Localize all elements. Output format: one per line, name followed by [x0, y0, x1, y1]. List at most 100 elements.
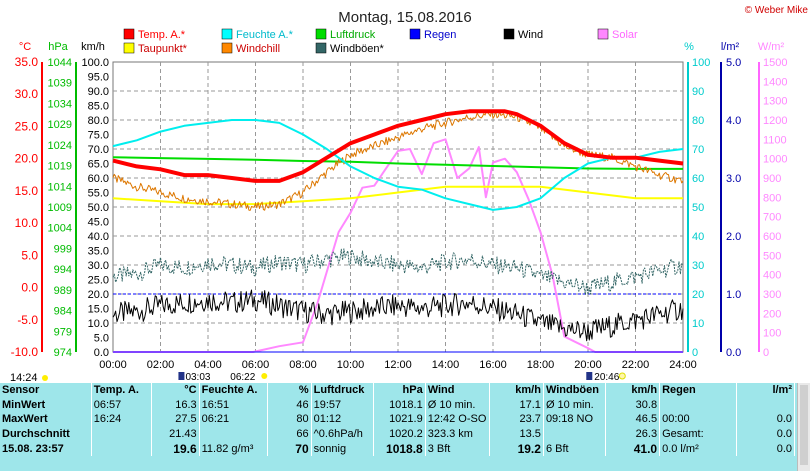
x-tick-label: 20:00 — [574, 359, 602, 371]
axis-title: km/h — [81, 41, 105, 53]
series-line-gusts — [112, 248, 684, 296]
tick-label: 40.0 — [88, 231, 109, 243]
sunrise-icon — [261, 373, 268, 379]
table-row: Durchschnitt 21.43 66 ^0.6hPa/h 1020.2 323.3 … — [0, 426, 796, 442]
legend-label: Temp. A.* — [138, 29, 186, 41]
series-line-windchill — [112, 109, 684, 211]
tick-label: 800 — [763, 192, 781, 204]
tick-label: 900 — [763, 173, 781, 185]
tick-label: -10.0 — [11, 345, 39, 359]
table-cell: MinWert — [0, 397, 92, 413]
tick-label: 35.0 — [88, 246, 109, 258]
table-cell: Wind — [425, 383, 491, 398]
chart-series — [112, 109, 684, 353]
table-cell — [199, 426, 269, 442]
tick-label: 100 — [763, 328, 781, 340]
tick-label: 5.0 — [726, 57, 741, 69]
series-line-wind — [112, 289, 684, 342]
table-cell: 21.43 — [151, 426, 200, 442]
axis-title: °C — [19, 41, 31, 53]
tick-label: 500 — [763, 250, 781, 262]
table-cell: 06:57 — [91, 397, 152, 413]
series-line-temp — [112, 109, 684, 183]
table-cell: Gesamt: — [659, 426, 737, 442]
table-cell: hPa — [373, 383, 426, 398]
tick-label: 30.0 — [88, 260, 109, 272]
weather-chart: Montag, 15.08.2016 © Weber Mike Temp. A.… — [10, 5, 809, 383]
tick-label: 1014 — [48, 181, 72, 193]
table-cell — [91, 426, 152, 442]
scrollbar-thumb[interactable] — [800, 385, 808, 465]
axis-title: hPa — [48, 41, 68, 53]
tick-label: 300 — [763, 289, 781, 301]
tick-label: 0.0 — [21, 281, 38, 295]
tick-label: 1019 — [48, 161, 72, 173]
tick-label: 30 — [692, 260, 704, 272]
tick-label: 25.0 — [88, 275, 109, 287]
tick-label: 20 — [692, 289, 704, 301]
tick-label: 974 — [54, 347, 72, 359]
x-tick-label: 22:00 — [622, 359, 650, 371]
tick-label: 45.0 — [88, 217, 109, 229]
table-cell: 13.5 — [489, 426, 544, 442]
table-cell: 16.3 — [151, 397, 200, 413]
tick-label: 5.0 — [94, 333, 109, 345]
table-cell: Temp. A. — [91, 383, 152, 398]
sunrise-label: 06:22 — [230, 372, 255, 383]
left-time-label: 14:24 — [10, 372, 38, 383]
table-cell: l/m² — [736, 383, 796, 398]
copyright-label: © Weber Mike — [745, 5, 809, 16]
tick-label: 80 — [692, 115, 704, 127]
table-cell: 3 Bft — [425, 441, 491, 456]
legend-swatch — [315, 42, 327, 54]
series-line-dewpoint — [112, 185, 683, 206]
table-cell: Ø 10 min. — [543, 397, 607, 413]
x-tick-label: 10:00 — [337, 359, 365, 371]
table-cell: Feuchte A. — [199, 383, 269, 398]
tick-label: 1029 — [48, 119, 72, 131]
table-cell: 15.08. 23:57 — [0, 441, 92, 456]
legend-label: Regen — [424, 29, 456, 41]
series-line-solar — [113, 138, 683, 353]
legend-swatch — [123, 28, 135, 40]
table-cell: Sensor — [0, 383, 92, 398]
table-cell: 00:00 — [659, 412, 737, 427]
tick-label: 20.0 — [88, 289, 109, 301]
tick-label: 80.0 — [88, 115, 109, 127]
legend-label: Solar — [612, 29, 638, 41]
legend-swatch — [315, 28, 327, 40]
x-tick-label: 18:00 — [527, 359, 555, 371]
stats-panel: Sensor Temp. A. °C Feuchte A.% Luftdruck hPa W… — [0, 383, 810, 471]
legend-swatch — [221, 42, 233, 54]
table-cell: sonnig — [311, 441, 374, 456]
table-header-row: Sensor Temp. A. °C Feuchte A.% Luftdruck hPa W… — [0, 383, 796, 398]
tick-label: 50.0 — [88, 202, 109, 214]
scrollbar[interactable] — [797, 383, 810, 471]
table-cell: 27.5 — [151, 412, 200, 427]
table-cell: 6 Bft — [543, 441, 607, 456]
legend-label: Windchill — [236, 43, 280, 55]
legend-swatch — [503, 28, 515, 40]
table-cell: 0.0 — [736, 426, 796, 442]
chart-axes: 35.0 30.0 25.0 20.0 15.0 10.0 5.0 0.0 -5.0 -10.0 1… — [11, 55, 788, 371]
table-cell: 17.1 — [489, 397, 544, 413]
tick-label: 10.0 — [88, 318, 109, 330]
tick-label: 994 — [54, 264, 72, 276]
sun-icon — [42, 375, 48, 381]
tick-label: 400 — [763, 270, 781, 282]
tick-label: 20.0 — [15, 152, 39, 166]
legend-label: Windböen* — [330, 43, 385, 55]
tick-label: 1034 — [48, 98, 72, 110]
table-row: 15.08. 23:57 19.6 11.82 g/m³ 70 sonnig 1018.8… — [0, 441, 796, 456]
legend-swatch — [123, 42, 135, 54]
tick-label: 90.0 — [88, 86, 109, 98]
table-cell: 09:18 NO — [543, 412, 607, 427]
tick-label: 25.0 — [15, 119, 39, 133]
tick-label: 70 — [692, 144, 704, 156]
tick-label: 10 — [692, 318, 704, 330]
x-tick-label: 04:00 — [194, 359, 222, 371]
series-line-humidity — [112, 119, 684, 211]
table-cell: 30.8 — [605, 397, 661, 413]
table-cell: 19.6 — [151, 441, 200, 456]
legend-label: Wind — [518, 29, 543, 41]
